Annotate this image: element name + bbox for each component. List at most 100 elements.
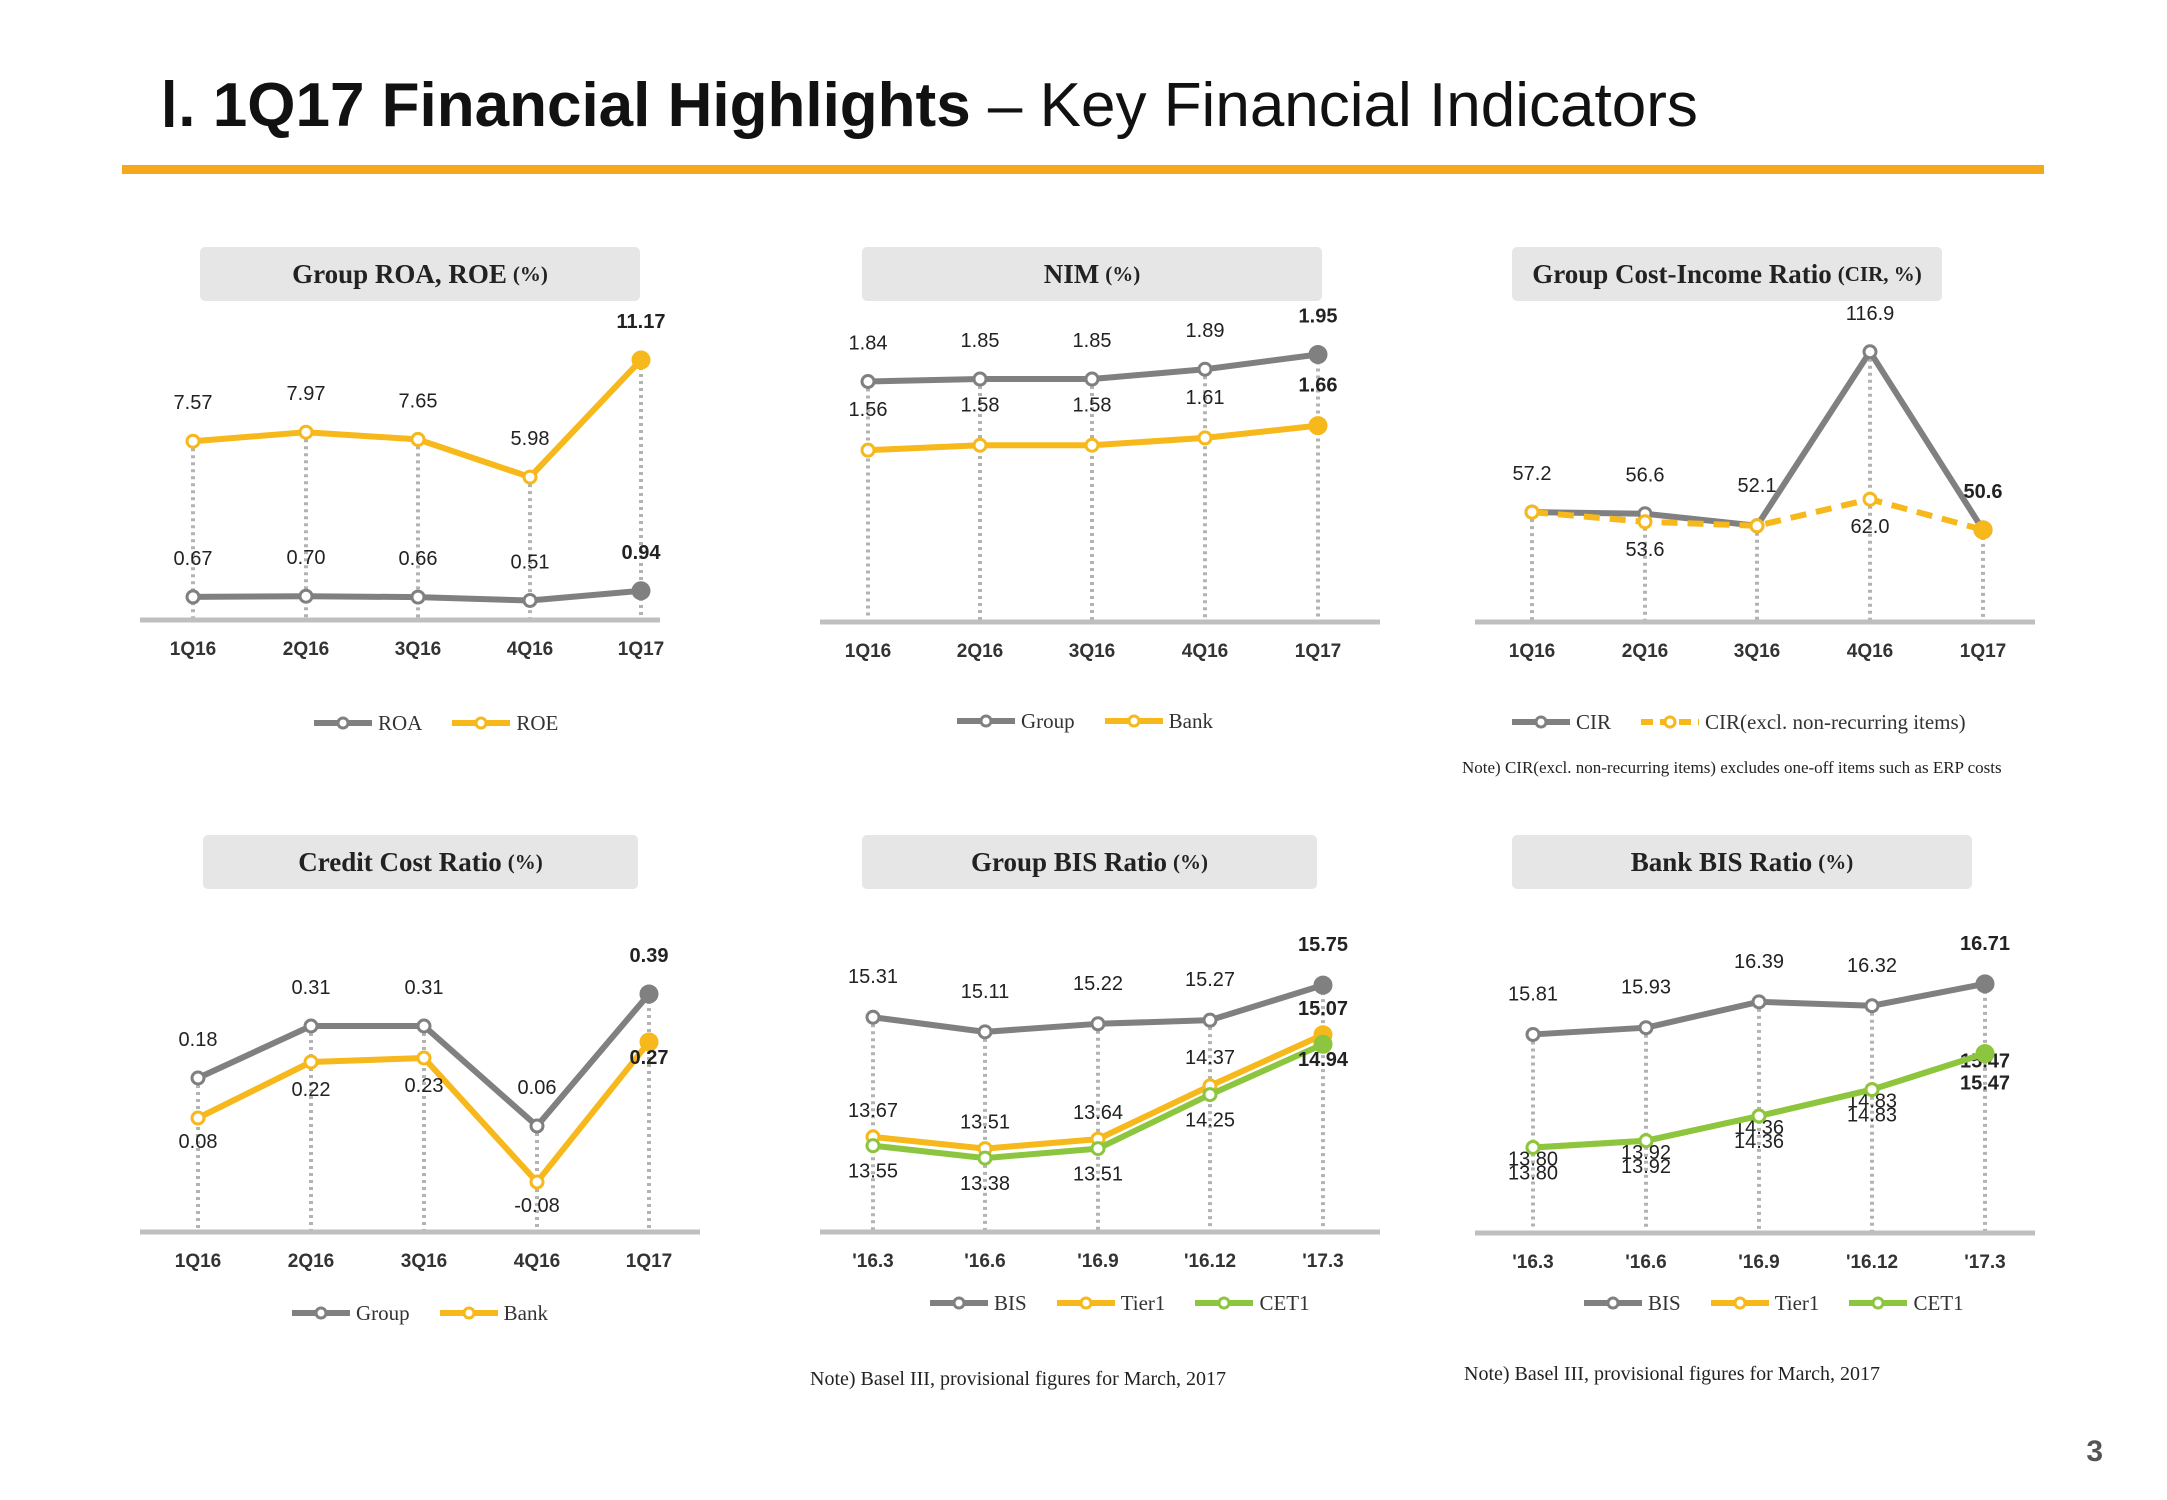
series-cet1: 13.55 13.38 13.51 14.25 14.94 [848,1034,1349,1195]
data-label: 0.27 [630,1047,669,1069]
legend-swatch [1195,1296,1254,1310]
legend-group-bis: BIS Tier1 CET1 [928,1288,1338,1318]
header-roa-roe-title: Group ROA, ROE [292,258,507,289]
data-label: 57.2 [1513,463,1552,485]
legend-swatch [1849,1296,1908,1310]
data-label: 16.71 [1960,933,2010,955]
legend-label: Group [1021,708,1075,733]
legend-swatch [1710,1296,1769,1310]
data-point [639,984,659,1004]
data-label: 14.83 [1847,1105,1897,1127]
chart-nim: 1Q16 2Q16 3Q16 4Q16 1Q17 1.84 1.85 1.85 1.89 1.95… [820,306,1380,662]
series-cir: 57.2 56.6 52.1 116.9 50.6 [1513,303,2003,540]
x-tick-label: 4Q16 [1182,641,1228,662]
data-point [410,431,426,447]
chart-credit-cost: 1Q16 2Q16 3Q16 4Q16 1Q17 0.18 0.31 0.31 0.06 0.39… [140,945,700,1272]
data-label: 14.25 [1185,1110,1235,1132]
data-label: 11.17 [617,311,666,333]
header-credit-cost-unit: (%) [507,849,543,874]
legend-label: Bank [503,1300,548,1325]
legend-nim: Group Bank [955,706,1241,736]
data-point [190,1110,206,1126]
data-point [1313,1034,1333,1054]
legend-swatch [452,716,511,730]
data-point [303,1018,319,1034]
x-tick-label: 3Q16 [401,1251,447,1272]
x-tick-label: 4Q16 [1847,641,1893,662]
header-credit-cost: Credit Cost Ratio (%) [203,835,638,889]
chart-group-bis: '16.3 '16.6 '16.9 '16.12 '17.3 15.31 15.11 15.2… [820,934,1380,1272]
data-point [1637,514,1653,530]
data-point [1202,1012,1218,1028]
data-label: 16.39 [1734,951,1784,973]
data-label: 50.6 [1964,481,2003,503]
data-label: 13.55 [848,1161,898,1183]
header-group-bis: Group BIS Ratio (%) [862,835,1317,889]
x-tick-label: 4Q16 [514,1251,560,1272]
header-cir-title: Group Cost-Income Ratio [1532,258,1832,289]
x-tick-label: 1Q17 [1960,641,2006,662]
legend-label: CET1 [1913,1290,1964,1315]
data-label: 14.94 [1298,1049,1349,1071]
legend-cir: CIR CIR(excl. non-recurring items) [1510,707,1994,737]
chart-roa-roe: 1Q16 2Q16 3Q16 4Q16 1Q17 0.67 0.70 0.66 0.51 0.94… [140,311,666,660]
data-point [1308,345,1328,365]
header-bank-bis-title: Bank BIS Ratio [1630,846,1813,877]
legend-swatch [292,1306,350,1320]
legend-label: Group [356,1300,410,1325]
x-tick-label: '16.6 [1625,1252,1667,1273]
data-point [972,371,988,387]
chart-cir: 1Q16 2Q16 3Q16 4Q16 1Q17 57.2 56.6 52.1 116.9 50.… [1475,303,2035,662]
data-label: 0.31 [405,977,444,999]
series-bis: 15.81 15.93 16.39 16.32 16.71 [1508,933,2010,1042]
data-label: 53.6 [1626,539,1665,561]
legend-label: ROE [516,710,559,735]
data-point [1090,1016,1106,1032]
data-point [185,589,201,605]
series-cir-excl-non-recurring-items-: 53.6 62.0 [1524,491,1993,561]
data-point [631,581,651,601]
data-point [1525,1026,1541,1042]
legend-item: Tier1 [1709,1291,1819,1316]
series-tier1: 13.67 13.51 13.64 14.37 15.07 [848,998,1348,1157]
data-label: 13.38 [960,1173,1010,1195]
data-label: 0.18 [179,1029,218,1051]
legend-swatch [1641,715,1700,729]
x-tick-label: '16.3 [1512,1252,1554,1273]
legend-bank-bis: BIS Tier1 CET1 [1582,1288,1992,1318]
legend-roa-roe: ROA ROE [312,708,586,738]
series-cet1: 13.80 13.92 14.36 14.83 15.47 [1508,1044,2010,1185]
drop-lines [866,354,1320,622]
legend-item: ROE [450,711,558,736]
data-label: 1.84 [849,332,888,354]
data-label: 62.0 [1851,516,1890,538]
page-number: 3 [2086,1435,2103,1468]
data-point [977,1150,993,1166]
x-tick-label: '16.12 [1184,1251,1236,1272]
data-point [1975,1044,1995,1064]
series-bank: 1.56 1.58 1.58 1.61 1.66 [849,375,1337,458]
data-point [860,442,876,458]
data-label: 16.32 [1847,955,1897,977]
data-label: 1.58 [961,394,1000,416]
data-point [298,424,314,440]
x-tick-label: '16.9 [1077,1251,1119,1272]
data-label: 15.11 [961,981,1010,1003]
data-label: 13.92 [1621,1156,1671,1178]
data-label: 15.93 [1621,977,1671,999]
data-point [1313,975,1333,995]
series-roa: 0.67 0.70 0.66 0.51 0.94 [174,542,661,608]
data-label: 15.81 [1508,983,1558,1005]
data-label: 0.22 [292,1079,331,1101]
header-nim: NIM (%) [862,247,1322,301]
data-label: 1.61 [1186,387,1225,409]
title-roman: Ⅰ. [160,71,196,140]
header-nim-unit: (%) [1105,261,1141,286]
series-group: 0.18 0.31 0.31 0.06 0.39 [179,945,668,1134]
data-point [631,350,651,370]
title-bold: 1Q17 Financial Highlights [212,71,971,140]
legend-item: Bank [1103,709,1213,734]
legend-label: BIS [1648,1290,1681,1315]
data-label: 1.89 [1186,320,1225,342]
data-point [1864,1082,1880,1098]
